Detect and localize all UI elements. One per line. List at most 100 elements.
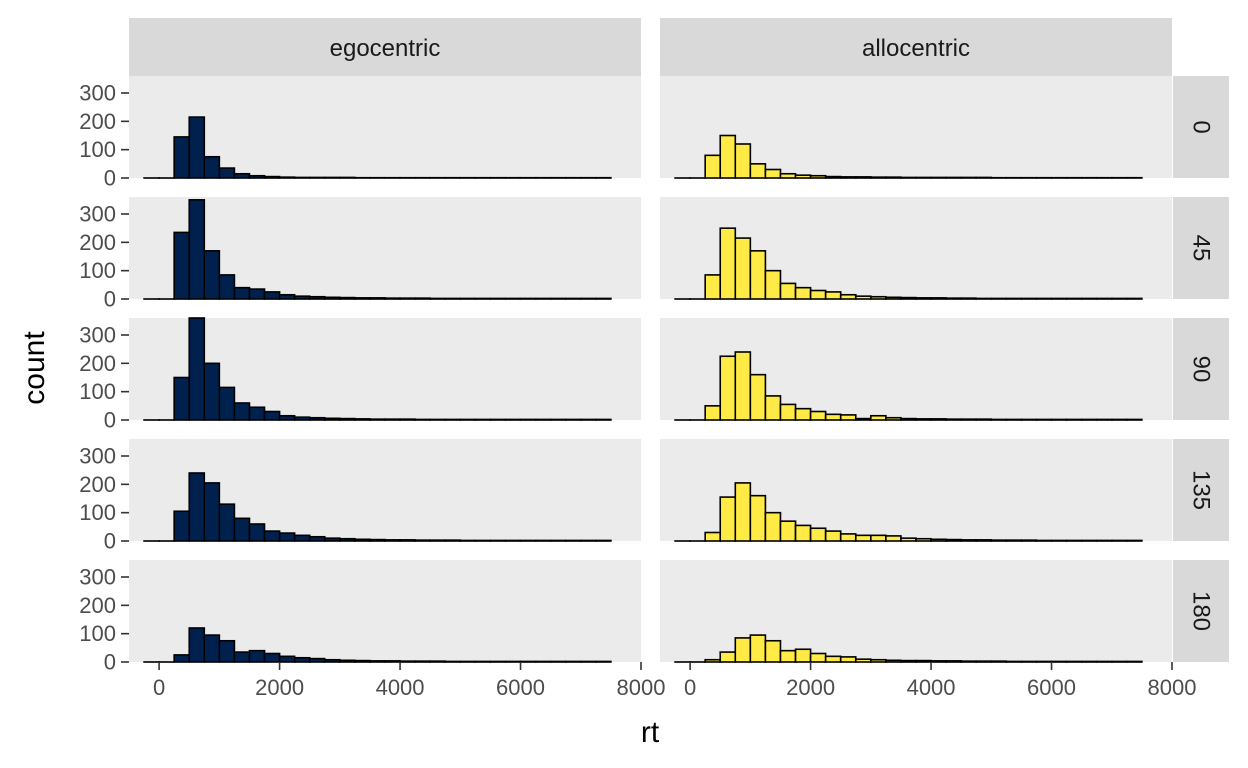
bar-allocentric-90-bin-21 <box>990 418 1008 421</box>
strip-row-135 <box>1173 439 1229 541</box>
bar-egocentric-0-bin-13 <box>339 176 356 179</box>
bar-egocentric-0-bin-7 <box>248 174 266 179</box>
bar-allocentric-45-bin-12 <box>854 295 872 300</box>
bar-allocentric-0-bin-19 <box>960 176 978 179</box>
bar-allocentric-90-bin-10 <box>824 413 842 421</box>
strip-label-row-90: 90 <box>1188 356 1215 383</box>
bar-egocentric-135-bin-7 <box>248 523 266 542</box>
bar-egocentric-90-bin-20 <box>444 418 462 421</box>
bar-allocentric-135-bin-8 <box>794 524 812 542</box>
bar-egocentric-90-bin-29 <box>579 418 597 421</box>
bar-egocentric-45-bin-15 <box>369 297 386 300</box>
bar-egocentric-90-bin-12 <box>323 417 341 421</box>
bar-allocentric-180-bin-29 <box>1110 660 1128 663</box>
bar-egocentric-90-bin-11 <box>308 416 326 421</box>
bar-allocentric-135-bin-9 <box>809 527 827 542</box>
bar-allocentric-135-bin-20 <box>975 539 993 542</box>
bar-allocentric-0-bin-20 <box>975 176 993 179</box>
bar-allocentric-45-bin-27 <box>1080 297 1098 300</box>
y-tick-label: 300 <box>79 202 116 227</box>
bar-allocentric-90-bin-30 <box>1126 418 1143 421</box>
bar-allocentric-90-bin-23 <box>1020 418 1038 421</box>
bar-egocentric-90-bin-28 <box>564 418 582 421</box>
bar-egocentric-90-bin-25 <box>519 418 537 421</box>
bar-allocentric-0-bin-2 <box>704 154 722 179</box>
bar-egocentric-135-bin-4 <box>203 482 221 542</box>
bar-egocentric-45-bin-27 <box>549 297 567 300</box>
bar-allocentric-0-bin-18 <box>945 176 962 179</box>
bar-egocentric-180-bin-22 <box>474 660 492 663</box>
bar-allocentric-135-bin-2 <box>704 531 722 542</box>
y-tick-label: 200 <box>79 230 116 255</box>
bar-egocentric-0-bin-5 <box>218 167 236 179</box>
bar-egocentric-180-bin-21 <box>459 660 477 663</box>
bar-egocentric-90-bin-6 <box>233 402 251 421</box>
y-tick-label: 0 <box>104 650 116 675</box>
bar-egocentric-90-bin-9 <box>278 414 296 421</box>
bar-allocentric-180-bin-16 <box>915 659 932 663</box>
bar-egocentric-45-bin-23 <box>489 297 507 300</box>
strip-label-allocentric: allocentric <box>862 35 970 62</box>
bar-allocentric-180-bin-22 <box>1005 660 1023 663</box>
bar-allocentric-90-bin-15 <box>900 417 917 421</box>
bar-allocentric-180-bin-2 <box>704 658 722 663</box>
bar-egocentric-90-bin-19 <box>429 418 447 421</box>
bar-egocentric-45-bin-25 <box>519 297 537 300</box>
bar-egocentric-180-bin-17 <box>399 660 416 663</box>
bar-allocentric-45-bin-13 <box>870 295 887 300</box>
bar-allocentric-90-bin-4 <box>734 351 752 421</box>
bar-egocentric-90-bin-30 <box>595 418 612 421</box>
bar-egocentric-90-bin-13 <box>339 417 356 421</box>
y-tick-label: 300 <box>79 444 116 469</box>
bar-egocentric-90-bin-7 <box>248 406 266 421</box>
y-tick-label: 100 <box>79 621 116 646</box>
bar-egocentric-180-bin-8 <box>263 652 281 663</box>
bar-egocentric-180-bin-25 <box>519 660 537 663</box>
bar-egocentric-135-bin-11 <box>308 535 326 542</box>
bar-egocentric-90-bin-23 <box>489 418 507 421</box>
x-tick-label: 2000 <box>786 675 835 700</box>
bar-allocentric-180-bin-10 <box>824 655 842 663</box>
y-tick-label: 0 <box>104 287 116 312</box>
bar-allocentric-0-bin-3 <box>719 134 737 179</box>
bar-allocentric-45-bin-19 <box>960 297 978 300</box>
bar-egocentric-45-bin-11 <box>308 295 326 300</box>
bar-allocentric-90-bin-29 <box>1110 418 1128 421</box>
bar-allocentric-0-bin-12 <box>854 176 872 179</box>
bar-allocentric-45-bin-14 <box>885 296 902 300</box>
bar-egocentric-45-bin-9 <box>278 293 296 300</box>
strip-row-0 <box>1173 76 1229 178</box>
x-tick-label: 8000 <box>1148 675 1197 700</box>
bar-allocentric-135-bin-18 <box>945 538 962 542</box>
bar-allocentric-180-bin-30 <box>1126 660 1143 663</box>
bar-allocentric-45-bin-26 <box>1065 297 1083 300</box>
bar-egocentric-135-bin-9 <box>278 532 296 542</box>
bar-allocentric-135-bin-14 <box>885 535 902 542</box>
bar-allocentric-0-bin-16 <box>915 176 932 179</box>
bar-allocentric-0-bin-6 <box>764 168 782 179</box>
bar-allocentric-135-bin-3 <box>719 496 737 542</box>
bar-allocentric-90-bin-6 <box>764 395 782 421</box>
bar-egocentric-135-bin-22 <box>474 539 492 542</box>
y-tick-label: 100 <box>79 379 116 404</box>
strip-row-45 <box>1173 197 1229 299</box>
bar-allocentric-135-bin-4 <box>734 482 752 542</box>
bar-egocentric-45-bin-19 <box>429 297 447 300</box>
bar-egocentric-135-bin-14 <box>354 538 371 542</box>
bar-allocentric-135-bin-30 <box>1126 539 1143 542</box>
bar-allocentric-0-bin-13 <box>870 176 887 179</box>
bar-allocentric-180-bin-24 <box>1035 660 1053 663</box>
bar-egocentric-90-bin-18 <box>414 418 431 421</box>
bar-allocentric-135-bin-28 <box>1095 539 1113 542</box>
bar-egocentric-90-bin-22 <box>474 418 492 421</box>
bar-allocentric-180-bin-21 <box>990 660 1008 663</box>
bar-allocentric-90-bin-7 <box>779 403 797 421</box>
bar-allocentric-180-bin-18 <box>945 660 962 663</box>
bar-allocentric-180-bin-23 <box>1020 660 1038 663</box>
bar-egocentric-45-bin-14 <box>354 297 371 300</box>
bar-egocentric-180-bin-20 <box>444 660 462 663</box>
bar-allocentric-45-bin-22 <box>1005 297 1023 300</box>
bar-allocentric-90-bin-24 <box>1035 418 1053 421</box>
bar-egocentric-0-bin-4 <box>203 155 221 179</box>
bar-egocentric-135-bin-30 <box>595 539 612 542</box>
